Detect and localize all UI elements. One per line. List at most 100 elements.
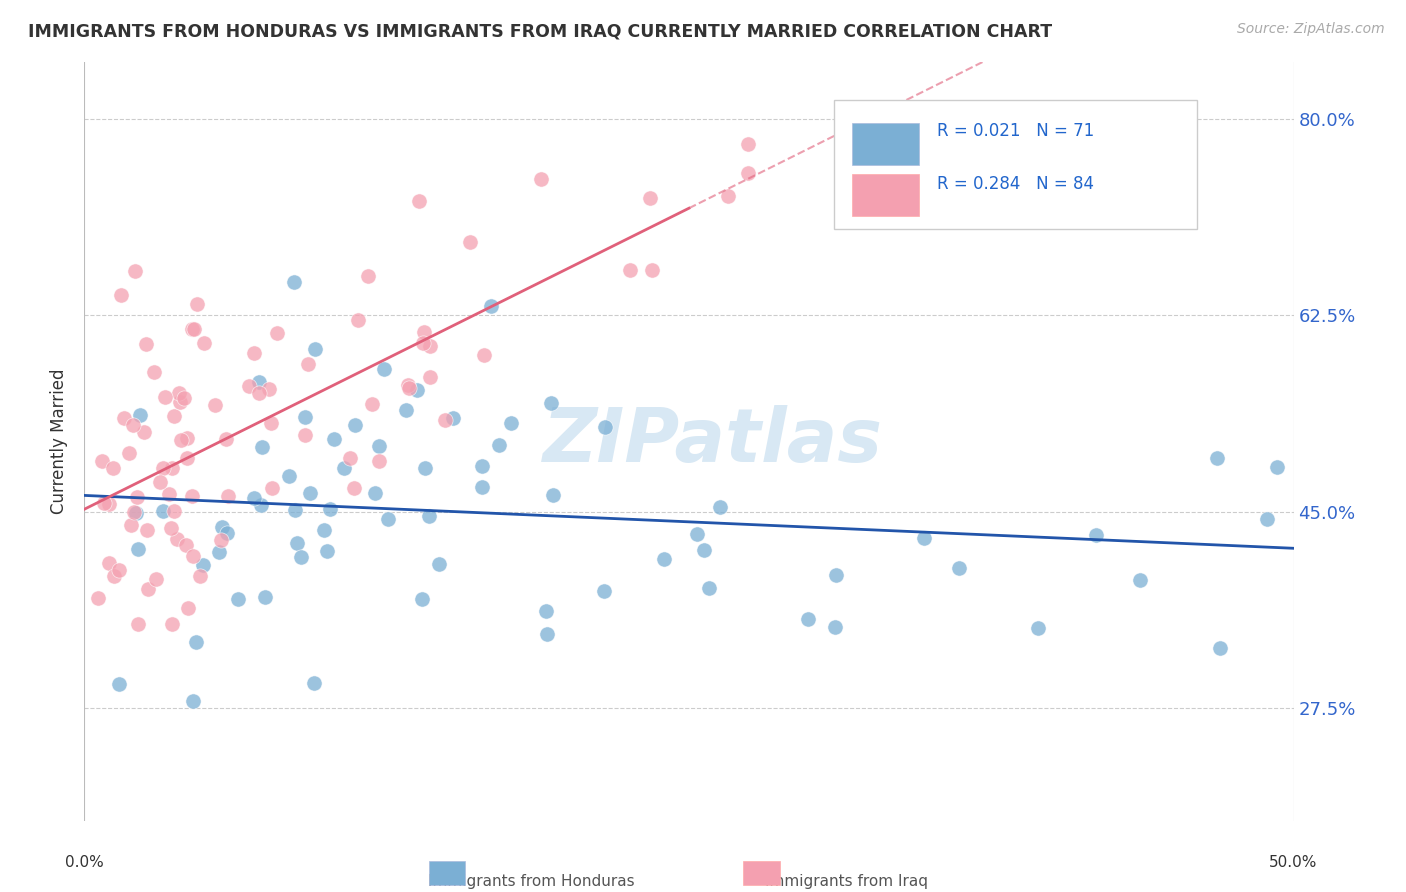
Point bbox=[211, 520, 233, 534]
Point bbox=[254, 590, 277, 604]
Point bbox=[124, 264, 146, 278]
Point bbox=[204, 398, 226, 412]
Point bbox=[97, 556, 120, 570]
Point bbox=[157, 487, 180, 501]
Point bbox=[209, 533, 232, 547]
Text: 0.0%: 0.0% bbox=[65, 855, 104, 870]
Point bbox=[398, 381, 420, 395]
FancyBboxPatch shape bbox=[744, 861, 780, 885]
Point bbox=[797, 612, 820, 626]
Point bbox=[259, 383, 281, 397]
Point bbox=[285, 536, 308, 550]
Point bbox=[169, 385, 191, 400]
Point bbox=[395, 403, 418, 417]
Point bbox=[593, 420, 616, 434]
Point bbox=[367, 454, 389, 468]
Point bbox=[160, 617, 183, 632]
Point bbox=[534, 604, 557, 618]
Point bbox=[125, 490, 148, 504]
Point bbox=[541, 488, 564, 502]
Point bbox=[155, 390, 177, 404]
Text: IMMIGRANTS FROM HONDURAS VS IMMIGRANTS FROM IRAQ CURRENTLY MARRIED CORRELATION C: IMMIGRANTS FROM HONDURAS VS IMMIGRANTS F… bbox=[28, 22, 1052, 40]
Point bbox=[333, 460, 356, 475]
Point bbox=[367, 439, 389, 453]
Point bbox=[177, 601, 200, 615]
Point bbox=[471, 480, 494, 494]
Point bbox=[181, 694, 204, 708]
Point bbox=[290, 550, 312, 565]
Point bbox=[413, 461, 436, 475]
Point bbox=[474, 348, 496, 362]
Point bbox=[685, 526, 707, 541]
Point bbox=[214, 432, 236, 446]
Text: Immigrants from Honduras: Immigrants from Honduras bbox=[429, 874, 636, 888]
Point bbox=[208, 545, 231, 559]
Point bbox=[242, 491, 264, 505]
Point bbox=[912, 531, 935, 545]
Point bbox=[120, 518, 142, 533]
Point bbox=[652, 552, 675, 566]
Point bbox=[193, 558, 215, 572]
Point bbox=[243, 346, 266, 360]
Point bbox=[304, 342, 326, 356]
Point bbox=[160, 521, 183, 535]
Point bbox=[180, 321, 202, 335]
Point bbox=[1205, 451, 1227, 466]
Point bbox=[176, 538, 198, 552]
Point bbox=[692, 543, 714, 558]
Point bbox=[530, 172, 553, 186]
Point bbox=[124, 507, 146, 521]
Point bbox=[1265, 460, 1288, 475]
Text: 50.0%: 50.0% bbox=[1270, 855, 1317, 870]
Point bbox=[1256, 512, 1278, 526]
Point bbox=[294, 410, 316, 425]
Point bbox=[103, 568, 125, 582]
Point bbox=[419, 338, 441, 352]
Point bbox=[129, 408, 152, 422]
Point bbox=[619, 263, 641, 277]
Point bbox=[108, 564, 131, 578]
Point bbox=[1026, 621, 1049, 635]
Point bbox=[396, 378, 419, 392]
Point bbox=[193, 336, 215, 351]
Point bbox=[540, 396, 562, 410]
FancyBboxPatch shape bbox=[429, 861, 465, 885]
Point bbox=[238, 379, 260, 393]
Point bbox=[302, 676, 325, 690]
Point bbox=[536, 626, 558, 640]
Point bbox=[142, 365, 165, 379]
Point bbox=[249, 498, 271, 512]
FancyBboxPatch shape bbox=[834, 100, 1197, 229]
Point bbox=[339, 450, 361, 465]
Point bbox=[176, 431, 198, 445]
Point bbox=[173, 392, 195, 406]
Point bbox=[135, 523, 157, 537]
Point bbox=[479, 299, 502, 313]
Point bbox=[186, 297, 208, 311]
Point bbox=[419, 369, 441, 384]
Point bbox=[641, 262, 664, 277]
Point bbox=[1209, 640, 1232, 655]
Point bbox=[411, 592, 433, 607]
Point bbox=[297, 357, 319, 371]
Point bbox=[266, 326, 288, 340]
Point bbox=[226, 592, 249, 607]
Point bbox=[217, 489, 239, 503]
Point bbox=[299, 485, 322, 500]
Point bbox=[188, 569, 211, 583]
Point bbox=[406, 384, 429, 398]
Point bbox=[110, 287, 132, 301]
Point bbox=[408, 194, 430, 209]
Point bbox=[163, 503, 186, 517]
Point bbox=[413, 325, 436, 339]
Point bbox=[499, 417, 522, 431]
Point bbox=[433, 413, 456, 427]
Point bbox=[163, 409, 186, 423]
Point bbox=[186, 634, 208, 648]
Point bbox=[471, 458, 494, 473]
Point bbox=[136, 582, 159, 597]
Point bbox=[377, 511, 399, 525]
Point bbox=[323, 433, 346, 447]
Text: ZIPatlas: ZIPatlas bbox=[543, 405, 883, 478]
Point bbox=[166, 533, 188, 547]
